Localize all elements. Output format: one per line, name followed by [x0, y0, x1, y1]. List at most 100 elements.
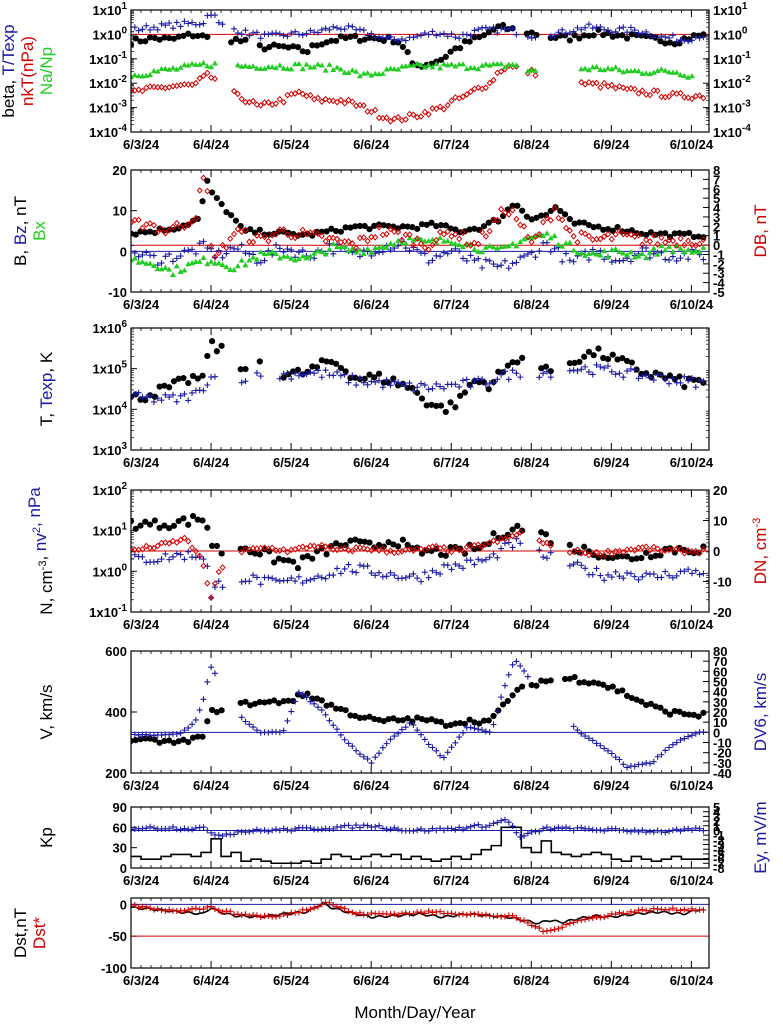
data-point: [192, 214, 199, 222]
data-point: [234, 62, 241, 68]
data-point: [433, 32, 440, 39]
x-tick-label: 6/3/24: [123, 617, 160, 632]
data-point: [181, 534, 188, 542]
data-point: [490, 550, 497, 557]
y-tick-label-right: 2: [713, 219, 720, 234]
data-point: [196, 258, 203, 264]
data-point: [459, 547, 467, 555]
data-point: [234, 225, 241, 233]
data-point: [406, 720, 413, 727]
data-point: [479, 376, 486, 383]
data-point: [570, 28, 577, 35]
data-point: [158, 907, 165, 914]
data-point: [189, 734, 197, 741]
data-point: [349, 240, 356, 247]
data-point: [658, 242, 665, 249]
data-point: [700, 827, 707, 834]
data-point: [402, 724, 409, 731]
data-point: [547, 677, 554, 684]
data-point: [330, 722, 337, 729]
data-point: [139, 224, 146, 232]
data-point: [479, 557, 486, 564]
x-tick-label: 6/5/24: [273, 297, 310, 312]
data-point: [330, 66, 337, 73]
data-point: [494, 538, 501, 546]
data-point: [643, 244, 650, 251]
series-dot: [131, 512, 707, 572]
data-point: [139, 251, 146, 258]
data-point: [513, 531, 520, 539]
data-point: [238, 714, 245, 721]
data-point: [173, 19, 180, 26]
data-point: [418, 715, 426, 723]
data-point: [387, 240, 394, 246]
data-point: [380, 222, 387, 229]
data-point: [275, 555, 282, 562]
data-point: [480, 717, 488, 724]
data-point: [364, 108, 371, 115]
data-point: [505, 61, 512, 67]
y-tick-label-left: 0: [120, 861, 127, 876]
data-point: [150, 544, 157, 552]
data-point: [616, 258, 623, 265]
data-point: [246, 578, 253, 585]
data-point: [376, 822, 383, 829]
data-point: [311, 904, 318, 911]
data-point: [173, 539, 180, 546]
data-point: [509, 526, 516, 533]
data-point: [696, 377, 703, 384]
data-point: [524, 68, 531, 74]
data-point: [643, 372, 650, 379]
data-point: [452, 245, 459, 252]
data-point: [425, 574, 432, 581]
y-tick-label-left: 1x101: [93, 522, 128, 539]
data-point: [662, 40, 669, 47]
data-point: [498, 535, 505, 542]
data-point: [440, 230, 447, 238]
data-point: [490, 60, 497, 67]
data-point: [295, 255, 302, 262]
y-tick-label-right: -40: [713, 766, 732, 781]
data-point: [356, 538, 364, 545]
data-point: [533, 682, 540, 689]
data-point: [595, 223, 602, 230]
data-point: [414, 727, 421, 734]
data-point: [303, 61, 310, 67]
data-point: [423, 717, 430, 724]
data-point: [459, 729, 466, 736]
data-point: [150, 67, 157, 74]
data-point: [600, 31, 607, 39]
data-point: [213, 194, 220, 202]
data-point: [194, 375, 201, 382]
data-point: [647, 700, 655, 707]
data-point: [608, 574, 615, 581]
x-tick-label: 6/6/24: [353, 137, 390, 152]
data-point: [495, 23, 502, 30]
data-point: [444, 228, 451, 235]
data-point: [181, 825, 188, 832]
x-tick-label: 6/9/24: [593, 778, 630, 793]
y-tick-label-left: 1x10-4: [89, 123, 127, 140]
data-point: [574, 24, 581, 31]
data-point: [517, 374, 524, 381]
x-tick-label: 6/5/24: [273, 455, 310, 470]
data-point: [341, 544, 348, 552]
data-point: [366, 226, 373, 233]
data-point: [650, 543, 657, 551]
data-point: [456, 235, 463, 243]
data-point: [256, 42, 263, 49]
data-point: [685, 246, 692, 253]
data-point: [623, 35, 631, 42]
data-point: [700, 378, 707, 385]
data-point: [288, 827, 295, 834]
data-point: [173, 219, 180, 227]
data-point: [307, 576, 314, 583]
data-point: [322, 575, 329, 582]
data-point: [638, 554, 645, 562]
data-point: [135, 904, 142, 911]
data-point: [604, 27, 611, 34]
y-tick-label-right: 4: [713, 805, 721, 820]
data-point: [616, 370, 623, 377]
data-point: [158, 260, 165, 267]
data-point: [383, 573, 390, 580]
